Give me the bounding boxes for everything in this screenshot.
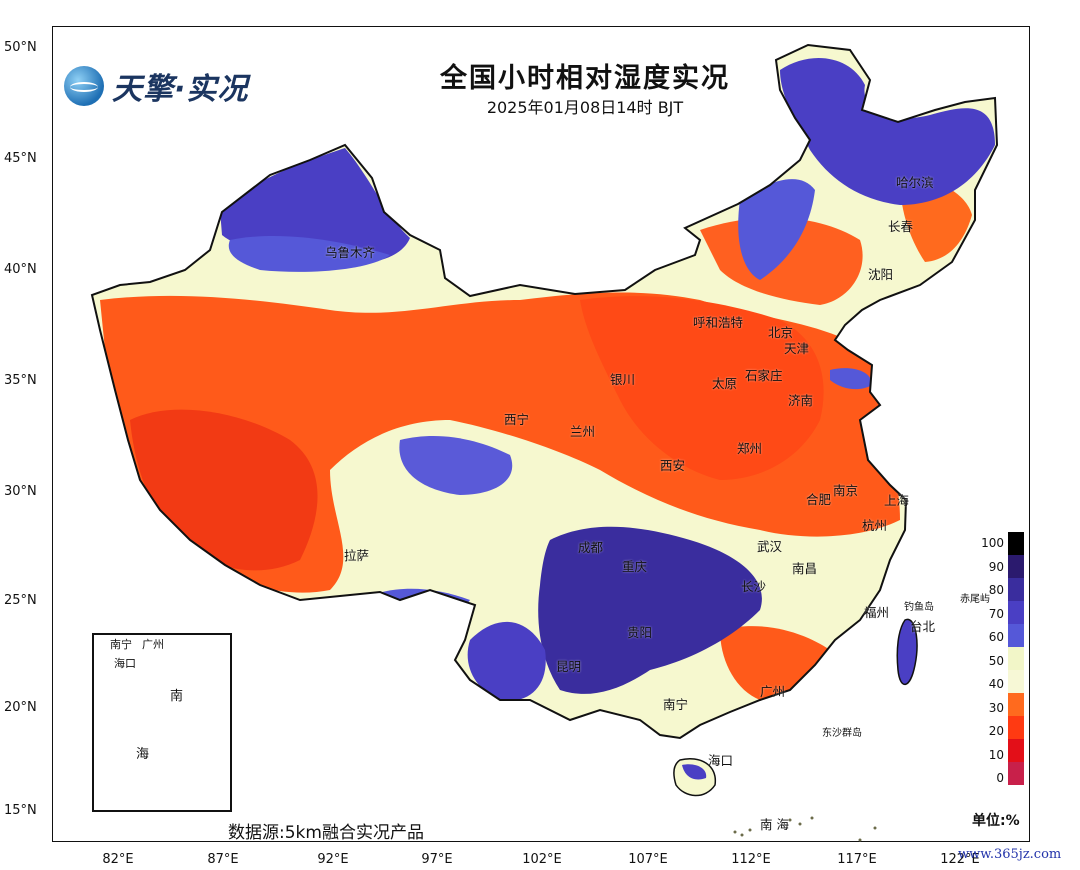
inset-label: 海口 <box>114 657 136 670</box>
lat-label: 50°N <box>4 40 37 55</box>
lat-label: 25°N <box>4 593 37 608</box>
map-title: 全国小时相对湿度实况 <box>440 63 730 94</box>
city-label: 呼和浩特 <box>693 315 744 330</box>
city-label: 杭州 <box>862 518 888 533</box>
legend-label: 80 <box>988 583 1004 597</box>
city-label: 成都 <box>578 540 604 555</box>
city-label: 乌鲁木齐 <box>325 245 376 260</box>
city-label: 武汉 <box>757 539 783 554</box>
lat-label: 30°N <box>4 484 37 499</box>
map-subtitle: 2025年01月08日14时 BJT <box>486 98 684 117</box>
lon-label: 97°E <box>421 852 453 867</box>
city-label: 济南 <box>788 393 814 408</box>
legend-label: 10 <box>988 747 1004 762</box>
city-label: 上海 <box>884 493 910 508</box>
inset-label: 南 <box>170 689 184 704</box>
city-label: 广州 <box>760 684 786 699</box>
city-label: 郑州 <box>737 441 763 456</box>
city-label: 哈尔滨 <box>896 175 934 190</box>
city-label: 福州 <box>864 605 890 620</box>
city-label: 重庆 <box>622 559 648 574</box>
globe-icon <box>64 66 104 106</box>
legend-label: 50 <box>988 653 1004 668</box>
legend-swatch <box>1008 762 1024 785</box>
legend-swatch <box>1008 624 1024 647</box>
city-label: 海口 <box>708 753 734 768</box>
lat-label: 15°N <box>4 803 37 818</box>
hainan-humid-zone <box>682 764 707 780</box>
city-label: 西安 <box>660 458 686 473</box>
lat-label: 35°N <box>4 373 37 388</box>
lon-label: 87°E <box>207 852 239 867</box>
legend-swatch <box>1008 532 1024 555</box>
city-label: 北京 <box>768 325 794 340</box>
legend-swatch <box>1008 647 1024 670</box>
lon-label: 102°E <box>522 852 562 867</box>
city-label: 贵阳 <box>627 625 653 640</box>
city-label: 昆明 <box>556 659 582 674</box>
lon-label: 82°E <box>102 852 134 867</box>
lat-label: 45°N <box>4 151 37 166</box>
humidity-legend <box>1008 532 1024 785</box>
data-source-note: 数据源:5km融合实况产品 <box>228 823 424 843</box>
legend-swatch <box>1008 578 1024 601</box>
place-label: 南 海 <box>760 817 789 832</box>
place-label: 钓鱼岛 <box>904 602 934 613</box>
place-label: 赤尾屿 <box>960 594 990 605</box>
inset-label: 广州 <box>142 638 164 651</box>
city-label: 南宁 <box>663 697 689 712</box>
city-label: 台北 <box>910 619 936 634</box>
city-label: 银川 <box>610 372 636 387</box>
legend-label: 60 <box>988 630 1004 644</box>
south-sea-islands <box>733 816 877 842</box>
legend-label: 0 <box>996 771 1004 785</box>
legend-swatch <box>1008 693 1024 716</box>
unit-label: 单位:% <box>972 813 1020 829</box>
logo-text: 天擎·实况 <box>112 72 249 107</box>
lat-label: 40°N <box>4 262 37 277</box>
city-label: 长春 <box>888 219 914 234</box>
city-label: 合肥 <box>806 492 832 507</box>
tianqing-logo: 天擎·实况 <box>64 64 274 108</box>
legend-swatch <box>1008 739 1024 762</box>
legend-swatch <box>1008 716 1024 739</box>
south-china-sea-inset: 南宁 广州 海口 南 海 <box>92 633 232 812</box>
place-label: 东沙群岛 <box>822 728 862 739</box>
legend-label: 90 <box>988 559 1004 574</box>
legend-label: 20 <box>988 724 1004 738</box>
inset-label: 海 <box>136 747 150 762</box>
legend-swatch <box>1008 670 1024 693</box>
city-label: 西宁 <box>504 412 530 427</box>
legend-label: 100 <box>981 536 1004 550</box>
city-label: 南京 <box>833 483 859 498</box>
watermark: www.365jz.com <box>958 847 1062 862</box>
city-label: 拉萨 <box>344 548 370 563</box>
inset-label: 南宁 <box>110 638 132 651</box>
city-label: 太原 <box>712 376 738 391</box>
city-label: 沈阳 <box>868 267 894 282</box>
legend-swatch <box>1008 555 1024 578</box>
lat-label: 20°N <box>4 700 37 715</box>
city-label: 兰州 <box>570 424 596 439</box>
lon-label: 92°E <box>317 852 349 867</box>
legend-label: 40 <box>988 677 1004 691</box>
legend-label: 70 <box>988 606 1004 621</box>
taiwan-island <box>896 618 918 686</box>
legend-label: 30 <box>988 700 1004 715</box>
city-label: 长沙 <box>741 579 767 594</box>
lon-label: 112°E <box>731 852 771 867</box>
lon-label: 107°E <box>628 852 668 867</box>
city-label: 天津 <box>784 341 810 356</box>
city-label: 南昌 <box>792 561 818 576</box>
legend-swatch <box>1008 601 1024 624</box>
lon-label: 117°E <box>837 852 877 867</box>
city-label: 石家庄 <box>745 368 783 383</box>
lon-label: 122°E <box>940 852 980 867</box>
